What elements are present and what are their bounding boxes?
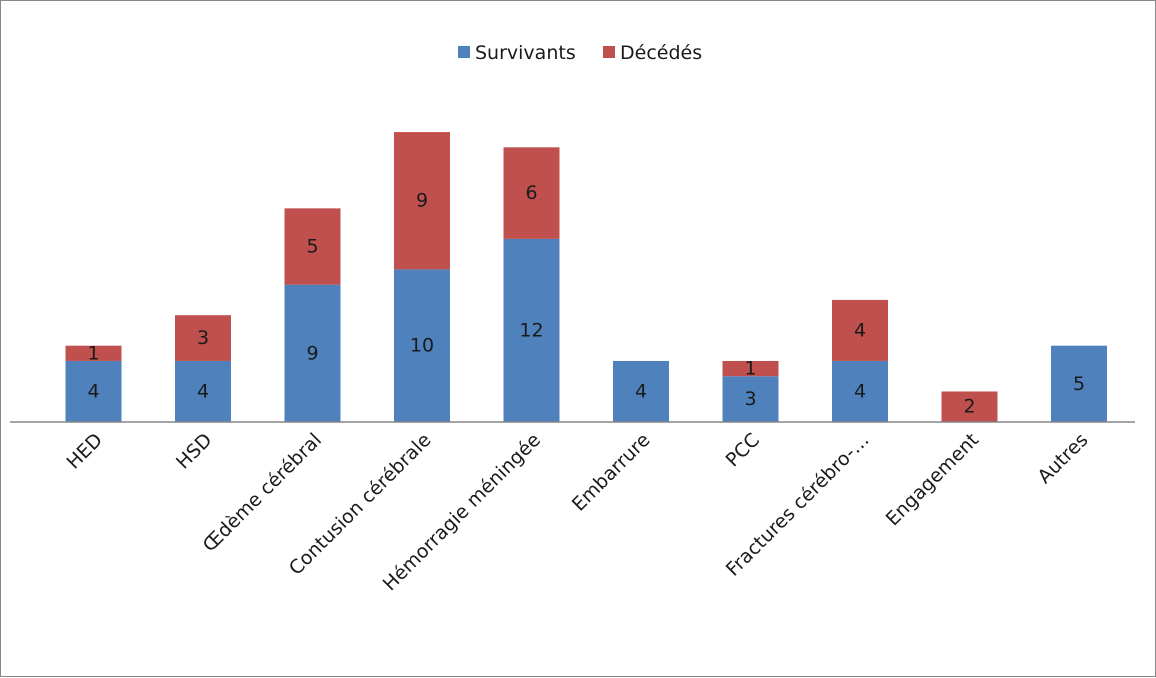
x-tick-label-autres: Autres	[1034, 429, 1093, 488]
x-tick-label-pcc: PCC	[722, 429, 764, 471]
bar-decedes-fractures-cerebro	[832, 299, 888, 361]
x-tick-label-embarrure: Embarrure	[568, 429, 655, 516]
data-label-decedes-fractures-cerebro: 4	[854, 319, 866, 341]
x-tick-label-hed: HED	[63, 429, 108, 474]
data-label-decedes-oedeme-cerebral: 5	[306, 236, 318, 258]
data-label-decedes-hed: 1	[87, 342, 99, 364]
bar-decedes-pcc	[722, 360, 779, 377]
bar-survivants-hemorragie-meningee	[503, 238, 560, 422]
bar-survivants-pcc	[722, 376, 779, 422]
data-label-survivants-oedeme-cerebral: 9	[306, 342, 318, 364]
data-label-survivants-pcc: 3	[744, 388, 756, 410]
bar-decedes-engagement	[941, 391, 998, 422]
legend: Survivants Décédés	[458, 42, 702, 64]
bar-survivants-hed	[65, 360, 122, 422]
x-tick-label-hsd: HSD	[172, 429, 217, 474]
data-label-survivants-hemorragie-meningee: 12	[519, 319, 543, 341]
bar-survivants-fractures-cerebro	[832, 360, 888, 422]
bar-decedes-hed	[65, 345, 122, 361]
plot-area: 4 1 4 3 9 5 10 9 12 6 4 3 1 4 4 2 5	[65, 132, 1107, 422]
x-tick-label-oedeme-cerebral: Œdème cérébral	[199, 429, 327, 557]
legend-label-survivants: Survivants	[475, 42, 576, 64]
data-label-decedes-engagement: 2	[963, 396, 975, 418]
data-label-survivants-fractures-cerebro: 4	[854, 380, 866, 402]
bar-survivants-contusion-cerebrale	[394, 269, 450, 422]
legend-label-decedes: Décédés	[620, 42, 702, 64]
data-label-survivants-hed: 4	[87, 380, 99, 402]
bar-decedes-contusion-cerebrale	[394, 132, 450, 270]
bar-survivants-embarrure	[613, 360, 669, 422]
data-label-decedes-hsd: 3	[197, 327, 209, 349]
data-label-survivants-embarrure: 4	[635, 380, 647, 402]
bar-decedes-hsd	[175, 315, 231, 361]
legend-swatch-decedes	[603, 46, 615, 58]
data-label-survivants-hsd: 4	[197, 380, 209, 402]
bar-survivants-oedeme-cerebral	[284, 284, 341, 422]
bar-decedes-oedeme-cerebral	[284, 208, 341, 285]
data-label-survivants-contusion-cerebrale: 10	[410, 335, 434, 357]
bar-decedes-hemorragie-meningee	[503, 147, 560, 239]
data-label-survivants-autres: 5	[1073, 373, 1085, 395]
bar-survivants-autres	[1051, 345, 1107, 422]
x-tick-label-engagement: Engagement	[882, 429, 983, 530]
legend-swatch-survivants	[458, 46, 470, 58]
data-label-decedes-pcc: 1	[744, 358, 756, 380]
bar-survivants-hsd	[175, 360, 231, 422]
data-label-decedes-hemorragie-meningee: 6	[525, 182, 537, 204]
data-label-decedes-contusion-cerebrale: 9	[416, 190, 428, 212]
